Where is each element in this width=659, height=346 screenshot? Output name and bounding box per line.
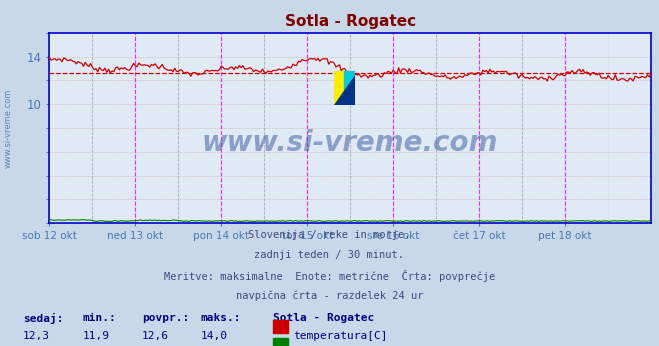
Polygon shape	[333, 75, 355, 105]
Text: min.:: min.:	[82, 313, 116, 323]
Text: temperatura[C]: temperatura[C]	[293, 331, 387, 341]
Text: povpr.:: povpr.:	[142, 313, 189, 323]
Text: 14,0: 14,0	[201, 331, 228, 341]
Text: zadnji teden / 30 minut.: zadnji teden / 30 minut.	[254, 250, 405, 260]
Text: 11,9: 11,9	[82, 331, 109, 341]
Text: 12,3: 12,3	[23, 331, 50, 341]
Title: Sotla - Rogatec: Sotla - Rogatec	[285, 14, 416, 29]
Text: maks.:: maks.:	[201, 313, 241, 323]
Bar	[333, 71, 344, 105]
Text: Meritve: maksimalne  Enote: metrične  Črta: povprečje: Meritve: maksimalne Enote: metrične Črta…	[164, 270, 495, 282]
Text: www.si-vreme.com: www.si-vreme.com	[3, 88, 13, 168]
Text: navpična črta - razdelek 24 ur: navpična črta - razdelek 24 ur	[236, 290, 423, 301]
Text: www.si-vreme.com: www.si-vreme.com	[202, 129, 498, 157]
Text: sedaj:: sedaj:	[23, 313, 63, 324]
Text: Sotla - Rogatec: Sotla - Rogatec	[273, 313, 375, 323]
Text: Slovenija / reke in morje.: Slovenija / reke in morje.	[248, 230, 411, 240]
Text: 12,6: 12,6	[142, 331, 169, 341]
Bar	[344, 71, 355, 105]
